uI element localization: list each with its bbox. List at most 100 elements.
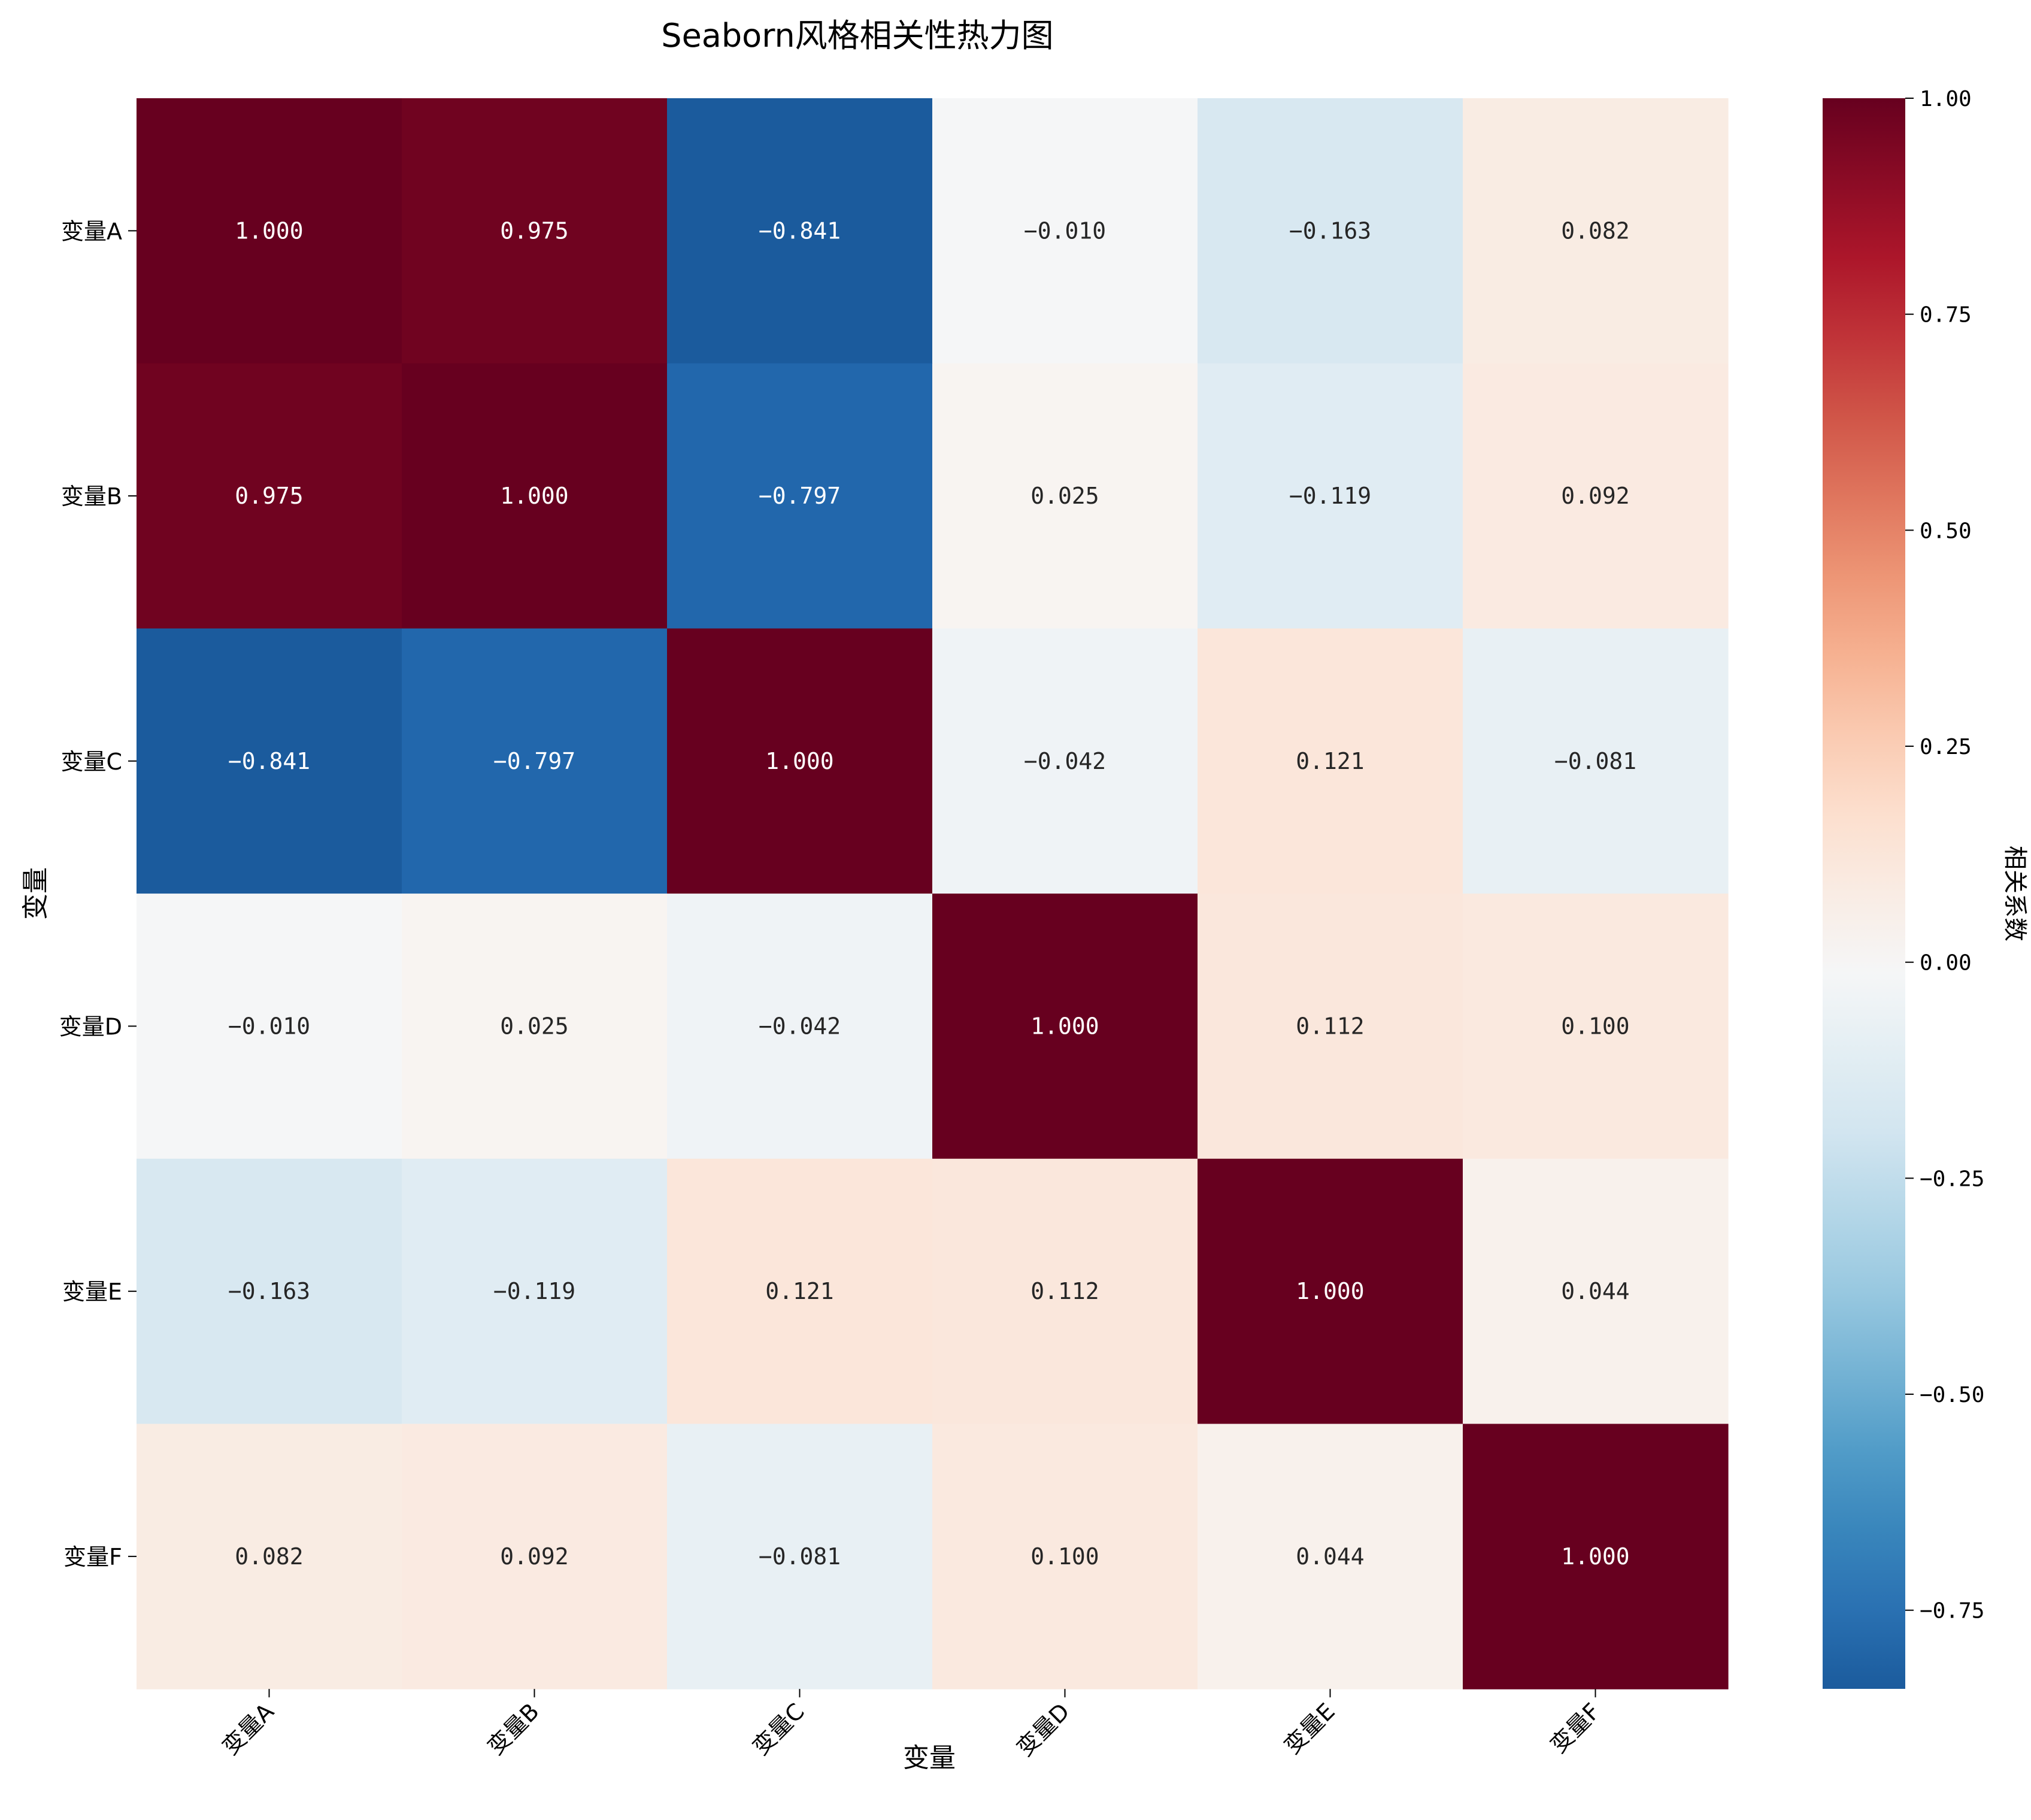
cell-value-label: −0.163 — [228, 1278, 310, 1304]
cell-value-label: 0.025 — [1030, 483, 1099, 509]
col-tick-label: 变量B — [483, 1698, 544, 1760]
heatmap-cell — [1198, 1424, 1463, 1689]
cell-value-label: −0.163 — [1289, 217, 1371, 244]
heatmap-cell — [1198, 98, 1463, 364]
cell-value-label: 0.112 — [1296, 1013, 1364, 1039]
col-tick-label: 变量E — [1279, 1698, 1340, 1759]
cell-value-label: 0.082 — [1561, 217, 1629, 244]
colorbar-tick-label: −0.75 — [1920, 1599, 1984, 1624]
cell-value-label: 1.000 — [1296, 1278, 1364, 1304]
cell-value-label: −0.841 — [228, 748, 310, 774]
cell-value-label: −0.081 — [759, 1543, 841, 1570]
heatmap-cell — [1463, 363, 1729, 629]
cell-value-label: −0.119 — [1289, 483, 1371, 509]
heatmap-cell — [402, 98, 668, 364]
cell-value-label: 0.975 — [500, 217, 568, 244]
heatmap-cell — [1198, 894, 1463, 1159]
cell-value-label: 0.121 — [765, 1278, 833, 1304]
heatmap-cell — [137, 1424, 402, 1689]
heatmap-cell — [667, 894, 933, 1159]
heatmap-cell — [667, 363, 933, 629]
heatmap-cell — [932, 894, 1198, 1159]
cell-value-label: 0.121 — [1296, 748, 1364, 774]
heatmap-cell — [137, 894, 402, 1159]
heatmap-cell — [1198, 1158, 1463, 1425]
heatmap-cell — [1463, 98, 1729, 364]
cell-value-label: −0.010 — [228, 1013, 310, 1039]
colorbar-label: 相关系数 — [2001, 846, 2029, 941]
cell-value-label: −0.042 — [1024, 748, 1106, 774]
cell-value-label: −0.119 — [493, 1278, 575, 1304]
heatmap-cell — [667, 1424, 933, 1689]
heatmap-cell — [402, 894, 668, 1159]
chart-title: Seaborn风格相关性热力图 — [661, 17, 1053, 54]
cell-value-label: −0.797 — [493, 748, 575, 774]
heatmap-cell — [1463, 1424, 1729, 1689]
y-axis-label: 变量 — [20, 867, 51, 920]
cell-value-label: 0.100 — [1030, 1543, 1099, 1570]
heatmap-cell — [1463, 628, 1729, 894]
heatmap-cell — [667, 1158, 933, 1425]
row-tick-label: 变量E — [62, 1279, 122, 1305]
heatmap-cell — [137, 1158, 402, 1425]
cell-value-label: −0.841 — [759, 217, 841, 244]
cell-value-label: 0.044 — [1296, 1543, 1364, 1570]
heatmap-cell — [402, 628, 668, 894]
heatmap-cell-labels: 1.000 0.975 −0.841 −0.010 −0.163 0.082 0.975 1.… — [228, 217, 1636, 1570]
col-tick-label: 变量F — [1545, 1698, 1605, 1758]
cell-value-label: 0.092 — [1561, 483, 1629, 509]
heatmap-cell — [1463, 1158, 1729, 1425]
cell-value-label: 0.100 — [1561, 1013, 1629, 1039]
cell-value-label: −0.081 — [1554, 748, 1636, 774]
cell-value-label: −0.042 — [759, 1013, 841, 1039]
row-tick-label: 变量D — [59, 1013, 122, 1040]
row-tick-label: 变量B — [61, 483, 122, 510]
heatmap-cell — [932, 628, 1198, 894]
cell-value-label: 1.000 — [1030, 1013, 1099, 1039]
heatmap-cell — [402, 1424, 668, 1689]
cell-value-label: 0.092 — [500, 1543, 568, 1570]
heatmap-cell — [402, 363, 668, 629]
heatmap-cell — [667, 98, 933, 364]
heatmap-cell — [667, 628, 933, 894]
heatmap-cell — [932, 98, 1198, 364]
colorbar-tick-label: −0.50 — [1920, 1383, 1984, 1407]
cell-value-label: −0.010 — [1024, 217, 1106, 244]
row-tick-label: 变量C — [60, 749, 122, 775]
cell-value-label: −0.797 — [759, 483, 841, 509]
cell-value-label: 0.112 — [1030, 1278, 1099, 1304]
col-tick-label: 变量C — [747, 1698, 810, 1760]
colorbar-tick-label: 1.00 — [1920, 87, 1972, 111]
heatmap-cell — [1463, 894, 1729, 1159]
heatmap-cell — [137, 628, 402, 894]
colorbar — [1823, 98, 1905, 1689]
heatmap-cell — [932, 1424, 1198, 1689]
row-tick-label: 变量F — [63, 1544, 122, 1570]
col-tick-label: 变量A — [217, 1698, 279, 1760]
cell-value-label: 0.025 — [500, 1013, 568, 1039]
col-tick-label: 变量D — [1011, 1698, 1075, 1761]
heatmap-cell — [932, 1158, 1198, 1425]
colorbar-tick-label: 0.50 — [1920, 519, 1972, 543]
cell-value-label: 0.044 — [1561, 1278, 1629, 1304]
cell-value-label: 1.000 — [765, 748, 833, 774]
heatmap-cell — [402, 1158, 668, 1425]
heatmap-cell — [1198, 363, 1463, 629]
cell-value-label: 0.082 — [235, 1543, 303, 1570]
heatmap-cell — [932, 363, 1198, 629]
heatmap-cells — [137, 98, 1729, 1689]
colorbar-ticks: 1.00 0.75 0.50 0.25 0.00 −0.25 −0.50 −0.75 — [1905, 87, 1984, 1624]
cell-value-label: 0.975 — [235, 483, 303, 509]
heatmap-cell — [1198, 628, 1463, 894]
cell-value-label: 1.000 — [1561, 1543, 1629, 1570]
colorbar-tick-label: −0.25 — [1920, 1167, 1984, 1191]
cell-value-label: 1.000 — [235, 217, 303, 244]
row-tick-labels: 变量A 变量B 变量C 变量D 变量E 变量F — [59, 218, 137, 1570]
x-axis-label: 变量 — [903, 1743, 956, 1773]
row-tick-label: 变量A — [61, 218, 122, 244]
cell-value-label: 1.000 — [500, 483, 568, 509]
heatmap-cell — [137, 98, 402, 364]
colorbar-tick-label: 0.25 — [1920, 735, 1972, 759]
colorbar-tick-label: 0.00 — [1920, 951, 1972, 976]
